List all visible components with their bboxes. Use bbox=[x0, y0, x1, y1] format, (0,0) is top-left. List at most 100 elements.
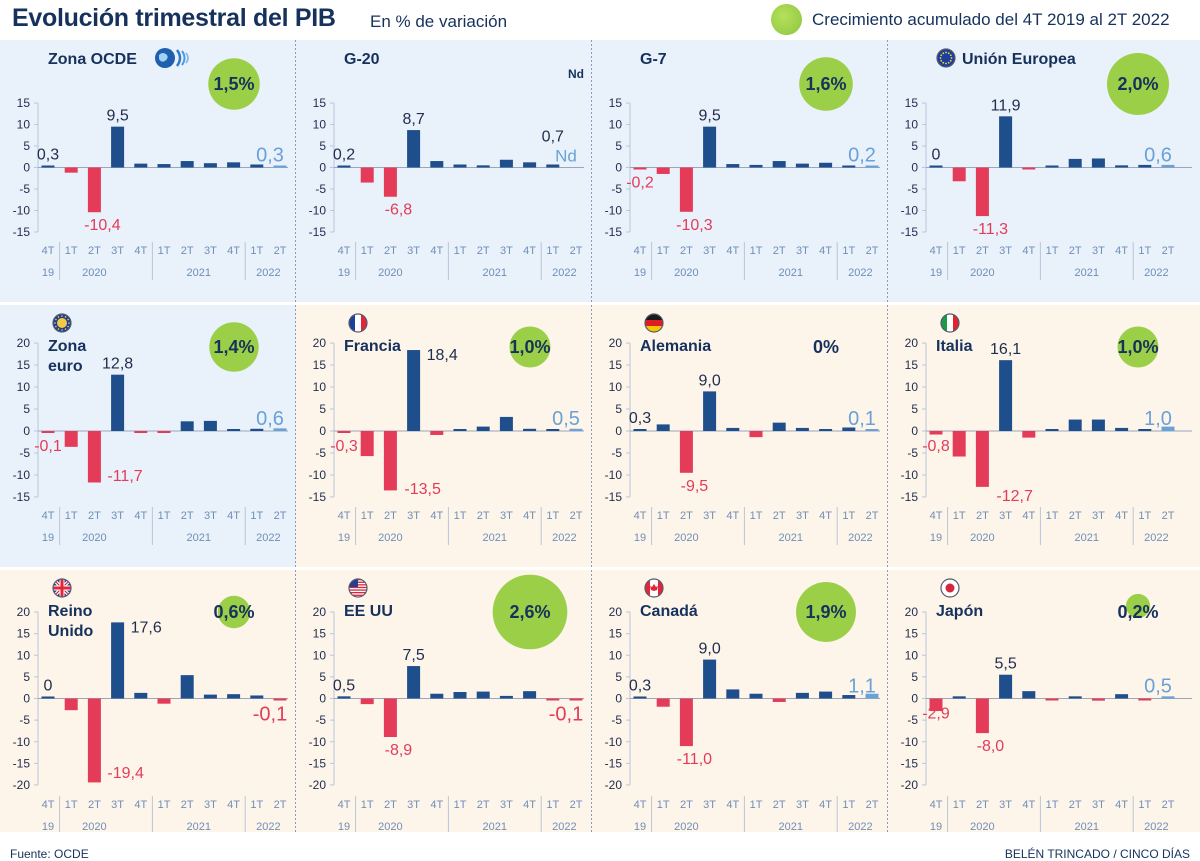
x-quarter-label: 3T bbox=[703, 799, 716, 811]
y-tick-label: 0 bbox=[615, 161, 622, 175]
x-quarter-label: 1T bbox=[361, 245, 374, 257]
y-tick-label: -15 bbox=[901, 225, 919, 239]
bar bbox=[360, 431, 374, 457]
bar bbox=[407, 666, 421, 699]
x-quarter-label: 4T bbox=[930, 799, 943, 811]
bar bbox=[430, 161, 444, 168]
bar-value-label: 0,2 bbox=[333, 147, 355, 164]
x-quarter-label: 4T bbox=[634, 510, 647, 522]
x-quarter-label: 1T bbox=[546, 245, 559, 257]
bar-value-label: 1,0 bbox=[1144, 408, 1172, 430]
bar-value-label: -8,9 bbox=[385, 742, 413, 759]
x-quarter-label: 3T bbox=[796, 245, 809, 257]
cumulative-growth-circle bbox=[1117, 326, 1159, 368]
x-quarter-label: 1T bbox=[1046, 799, 1059, 811]
bar bbox=[679, 167, 693, 212]
x-year-label: 2020 bbox=[82, 267, 106, 279]
y-tick-label: 5 bbox=[911, 139, 918, 153]
x-quarter-label: 2T bbox=[680, 245, 693, 257]
y-tick-label: -5 bbox=[611, 446, 622, 460]
bar bbox=[476, 165, 490, 168]
x-quarter-label: 3T bbox=[1092, 799, 1105, 811]
bar bbox=[569, 698, 583, 701]
x-quarter-label: 4T bbox=[134, 799, 147, 811]
y-tick-label: -10 bbox=[13, 204, 31, 218]
x-quarter-label: 3T bbox=[204, 245, 217, 257]
bar-value-label: 0 bbox=[44, 678, 53, 695]
bar bbox=[180, 675, 194, 699]
x-quarter-label: 4T bbox=[227, 245, 240, 257]
cumulative-growth-label: 1,0% bbox=[1117, 337, 1158, 357]
bar-value-label: 8,7 bbox=[402, 111, 424, 128]
bar bbox=[772, 422, 786, 431]
uk-flag-icon bbox=[52, 578, 72, 598]
x-quarter-label: 1T bbox=[65, 510, 78, 522]
x-year-label: 2020 bbox=[970, 267, 994, 279]
x-year-label: 2022 bbox=[256, 267, 280, 279]
bar bbox=[523, 428, 537, 431]
y-tick-label: -10 bbox=[605, 468, 623, 482]
bar-value-label: -2,9 bbox=[922, 706, 950, 723]
x-quarter-label: 3T bbox=[1092, 510, 1105, 522]
x-quarter-label: 1T bbox=[842, 245, 855, 257]
bar bbox=[929, 165, 943, 168]
x-quarter-label: 2T bbox=[274, 245, 287, 257]
y-tick-label: -15 bbox=[309, 225, 327, 239]
x-quarter-label: 1T bbox=[1138, 799, 1151, 811]
y-tick-label: 10 bbox=[17, 648, 31, 662]
x-quarter-label: 3T bbox=[500, 245, 513, 257]
bar-value-label: 0,3 bbox=[37, 147, 59, 164]
x-year-label: 2022 bbox=[1144, 821, 1168, 832]
x-quarter-label: 4T bbox=[634, 799, 647, 811]
panel-alemania: 20 15 10 5 0 -5 -10 -15 0,3 -9,5 9,0 0,1 4T 1T 2T 3T 4T 1… bbox=[592, 305, 888, 567]
cumulative-growth-circle bbox=[492, 574, 568, 650]
euro-zone-icon bbox=[52, 313, 72, 333]
bar bbox=[929, 698, 943, 712]
bar bbox=[842, 695, 856, 699]
x-quarter-label: 1T bbox=[158, 799, 171, 811]
x-year-label: 2021 bbox=[483, 267, 507, 279]
x-quarter-label: 4T bbox=[338, 245, 351, 257]
x-quarter-label: 4T bbox=[726, 245, 739, 257]
x-quarter-label: 2T bbox=[866, 799, 879, 811]
bar bbox=[1138, 429, 1152, 431]
x-year-label: 2021 bbox=[1075, 267, 1099, 279]
y-tick-label: 10 bbox=[17, 380, 31, 394]
x-year-label: 2020 bbox=[82, 821, 106, 832]
y-tick-label: -15 bbox=[605, 756, 623, 770]
x-year-label: 2020 bbox=[82, 532, 106, 544]
y-tick-label: -5 bbox=[19, 713, 30, 727]
bar-value-label: Nd bbox=[555, 147, 577, 166]
x-quarter-label: 3T bbox=[204, 510, 217, 522]
x-quarter-label: 3T bbox=[796, 510, 809, 522]
bar bbox=[1161, 426, 1175, 431]
bar-value-label: 0 bbox=[932, 147, 941, 164]
bar bbox=[656, 424, 670, 431]
x-quarter-label: 1T bbox=[250, 245, 263, 257]
x-quarter-label: 2T bbox=[384, 245, 397, 257]
x-quarter-label: 4T bbox=[819, 799, 832, 811]
cumulative-growth-circle bbox=[509, 326, 551, 368]
y-tick-label: -10 bbox=[309, 735, 327, 749]
y-tick-label: 15 bbox=[17, 358, 31, 372]
bar bbox=[952, 696, 966, 699]
bar bbox=[633, 429, 647, 431]
x-quarter-label: 4T bbox=[726, 799, 739, 811]
x-quarter-label: 2T bbox=[773, 245, 786, 257]
header: Evolución trimestral del PIB En % de var… bbox=[0, 0, 1200, 40]
x-year-label: 2021 bbox=[779, 267, 803, 279]
bar bbox=[111, 374, 125, 431]
country-label: EE UU bbox=[344, 603, 393, 620]
x-year-label: 19 bbox=[338, 267, 350, 279]
bar bbox=[865, 693, 879, 699]
panel-chart-svg: 20 15 10 5 0 -5 -10 -15 0,3 -9,5 9,0 0,1 4T 1T 2T 3T 4T 1… bbox=[592, 305, 888, 567]
cumulative-growth-circle bbox=[1125, 593, 1151, 619]
x-quarter-label: 4T bbox=[1115, 245, 1128, 257]
x-year-label: 19 bbox=[634, 821, 646, 832]
x-quarter-label: 2T bbox=[866, 245, 879, 257]
panel-chart-svg: 20 15 10 5 0 -5 -10 -15 -0,1 -11,7 12,8 0,6 4T 1T 2T 3T… bbox=[0, 305, 296, 567]
cumulative-growth-label: 1,5% bbox=[213, 74, 254, 94]
x-quarter-label: 2T bbox=[1069, 510, 1082, 522]
bar-value-label: -0,1 bbox=[253, 704, 287, 726]
x-quarter-label: 4T bbox=[227, 799, 240, 811]
